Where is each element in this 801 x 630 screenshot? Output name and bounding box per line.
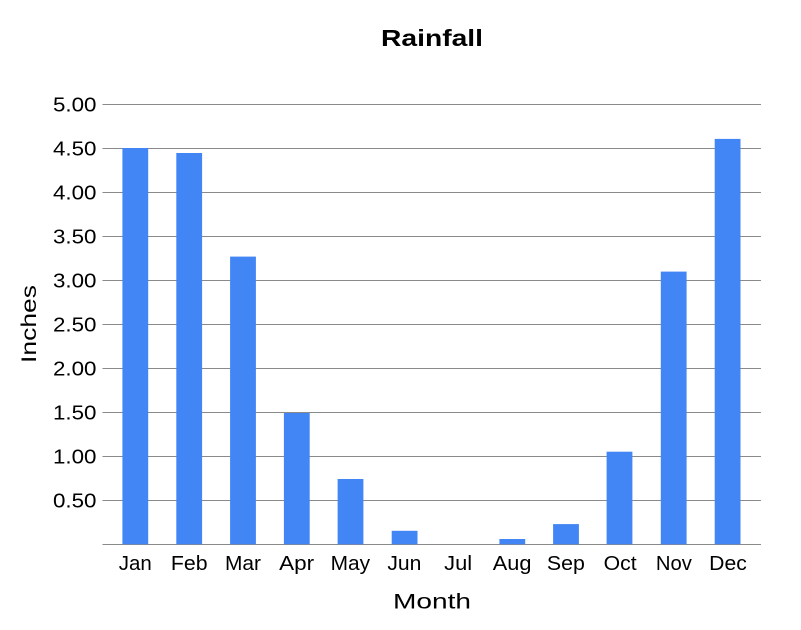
svg-text:Month: Month bbox=[393, 590, 471, 613]
svg-text:Inches: Inches bbox=[18, 285, 41, 363]
svg-text:Jun: Jun bbox=[387, 553, 421, 575]
svg-text:1.50: 1.50 bbox=[53, 402, 97, 424]
svg-text:4.00: 4.00 bbox=[53, 182, 97, 204]
svg-text:5.00: 5.00 bbox=[53, 94, 97, 116]
svg-text:4.50: 4.50 bbox=[53, 138, 97, 160]
svg-text:Aug: Aug bbox=[493, 553, 532, 575]
svg-text:Rainfall: Rainfall bbox=[381, 25, 483, 51]
svg-text:Sep: Sep bbox=[547, 553, 585, 575]
svg-text:Dec: Dec bbox=[709, 553, 747, 575]
svg-text:Feb: Feb bbox=[171, 553, 208, 575]
svg-text:May: May bbox=[331, 553, 371, 575]
svg-text:Apr: Apr bbox=[279, 553, 314, 575]
svg-text:3.00: 3.00 bbox=[53, 270, 97, 292]
svg-text:Mar: Mar bbox=[225, 553, 261, 575]
svg-text:Jul: Jul bbox=[444, 553, 472, 575]
svg-text:Nov: Nov bbox=[656, 553, 692, 575]
svg-text:2.00: 2.00 bbox=[53, 358, 97, 380]
svg-text:0.50: 0.50 bbox=[53, 490, 97, 512]
svg-text:Oct: Oct bbox=[604, 553, 637, 575]
svg-text:3.50: 3.50 bbox=[53, 226, 97, 248]
svg-text:2.50: 2.50 bbox=[53, 314, 97, 336]
svg-text:Jan: Jan bbox=[119, 553, 152, 575]
svg-text:1.00: 1.00 bbox=[53, 446, 97, 468]
